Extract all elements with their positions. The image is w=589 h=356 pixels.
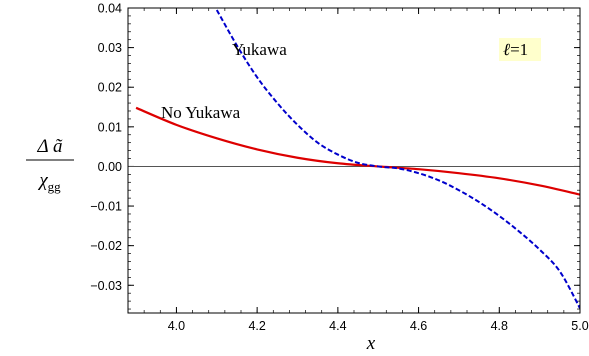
y-tick-label: 0.02 bbox=[98, 81, 122, 95]
y-tick-label: −0.03 bbox=[90, 279, 122, 293]
y-tick-label: 0.03 bbox=[98, 41, 122, 55]
x-tick-label: 5.0 bbox=[571, 319, 588, 333]
y-tick-label: 0.01 bbox=[98, 120, 122, 134]
y-axis-label-chi: χ bbox=[37, 170, 48, 191]
x-tick-label: 4.6 bbox=[410, 319, 427, 333]
x-axis-label: x bbox=[366, 333, 376, 354]
y-tick-label: −0.02 bbox=[90, 239, 122, 253]
series-label-no-yukawa: No Yukawa bbox=[161, 103, 241, 122]
y-axis-label-subscript: gg bbox=[48, 179, 62, 194]
series-line-no-yukawa bbox=[135, 106, 580, 196]
y-tick-label: 0.00 bbox=[98, 160, 122, 174]
y-axis-label-denominator: χgg bbox=[37, 170, 61, 194]
x-tick-label: 4.2 bbox=[248, 319, 265, 333]
ell-value: =1 bbox=[510, 40, 528, 59]
ell-annotation: ℓ=1 bbox=[503, 40, 528, 59]
series-group bbox=[135, 9, 580, 309]
ell-annotation-background bbox=[499, 38, 541, 61]
y-axis-ticks: 0.04 0.03 0.02 0.01 0.00 −0.01 −0.02 −0.03 bbox=[90, 2, 580, 310]
x-tick-label: 4.0 bbox=[168, 319, 185, 333]
series-line-yukawa bbox=[215, 9, 580, 309]
plot-frame bbox=[127, 7, 581, 314]
series-label-yukawa: Yukawa bbox=[232, 40, 287, 59]
x-tick-label: 4.4 bbox=[329, 319, 346, 333]
x-tick-label: 4.8 bbox=[491, 319, 508, 333]
y-tick-label: −0.01 bbox=[90, 200, 122, 214]
y-axis-label-numerator: Δ ã bbox=[36, 136, 63, 157]
y-tick-label: 0.04 bbox=[98, 2, 122, 16]
ell-symbol: ℓ bbox=[503, 40, 510, 59]
x-axis-ticks: 4.0 4.2 4.4 4.6 4.8 5.0 bbox=[127, 8, 589, 333]
